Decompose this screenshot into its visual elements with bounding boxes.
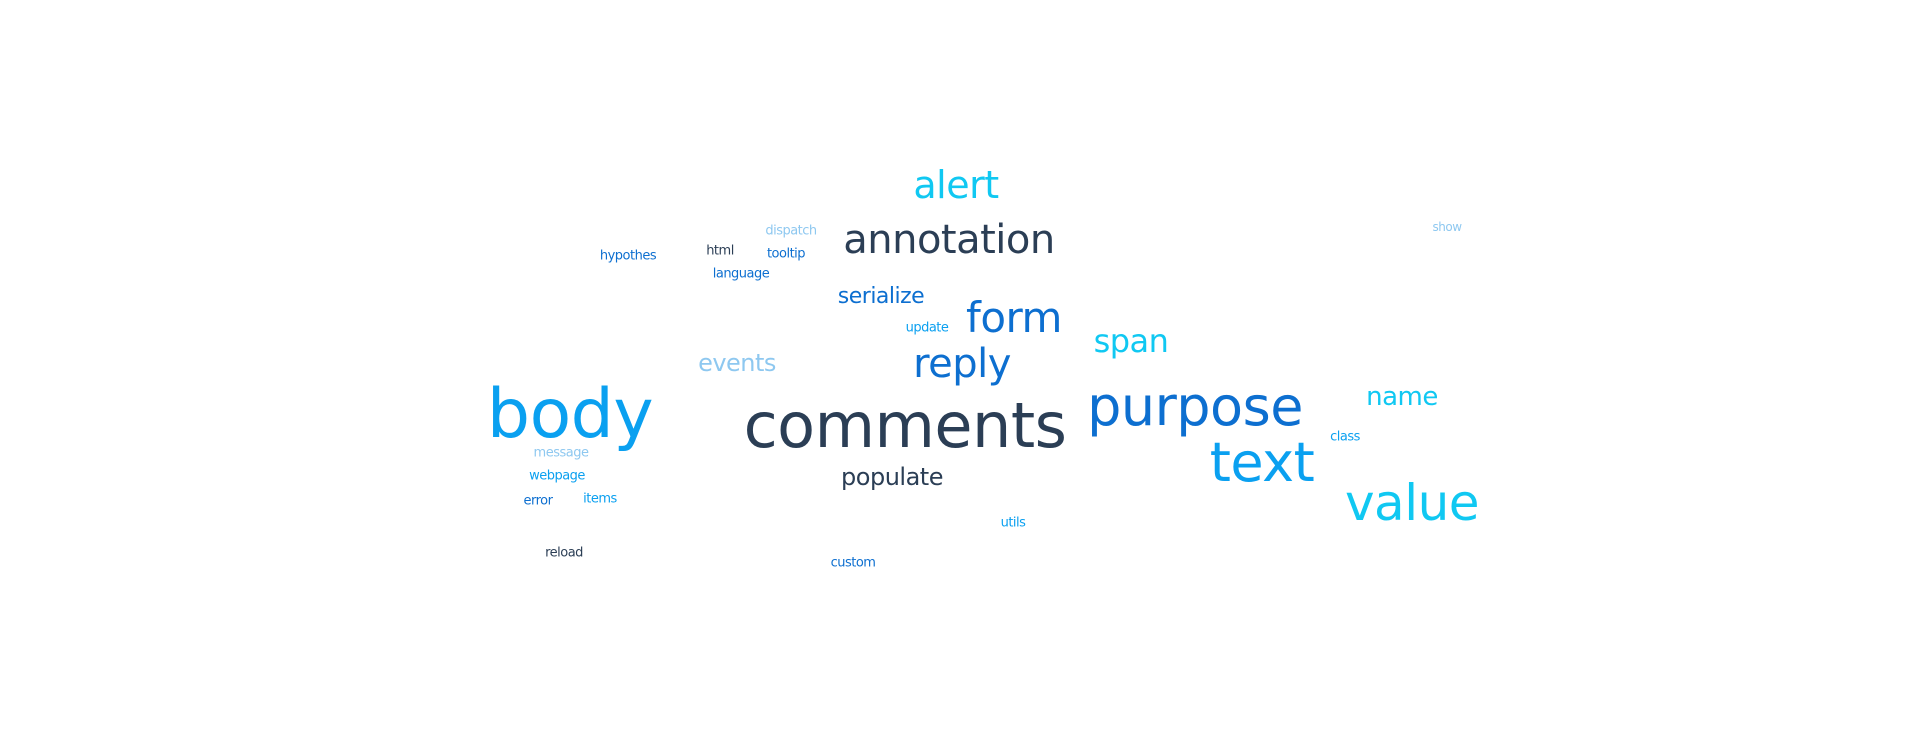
word-name: name: [1366, 382, 1438, 412]
word-html: html: [706, 243, 734, 259]
word-tooltip: tooltip: [766, 246, 806, 262]
word-comments: comments: [743, 389, 1067, 462]
word-update: update: [905, 320, 949, 336]
word-hypothes: hypothes: [599, 248, 657, 264]
word-value: value: [1344, 474, 1480, 532]
word-events: events: [698, 349, 776, 377]
word-custom: custom: [830, 555, 876, 571]
word-error: error: [523, 493, 553, 509]
word-webpage: webpage: [529, 468, 585, 484]
word-alert: alert: [913, 163, 999, 207]
word-reload: reload: [545, 545, 583, 561]
word-language: language: [712, 266, 770, 282]
word-dispatch: dispatch: [765, 223, 817, 239]
word-utils: utils: [1000, 515, 1026, 531]
word-serialize: serialize: [837, 284, 925, 309]
word-text: text: [1209, 431, 1315, 494]
word-annotation: annotation: [843, 217, 1055, 263]
word-form: form: [966, 293, 1062, 342]
word-class: class: [1330, 429, 1360, 445]
word-span: span: [1093, 322, 1169, 360]
word-reply: reply: [913, 341, 1011, 387]
word-populate: populate: [841, 463, 943, 491]
word-items: items: [583, 491, 617, 507]
word-message: message: [533, 445, 589, 461]
word-purpose: purpose: [1087, 375, 1303, 438]
word-show: show: [1432, 220, 1462, 234]
word-body: body: [486, 375, 654, 454]
